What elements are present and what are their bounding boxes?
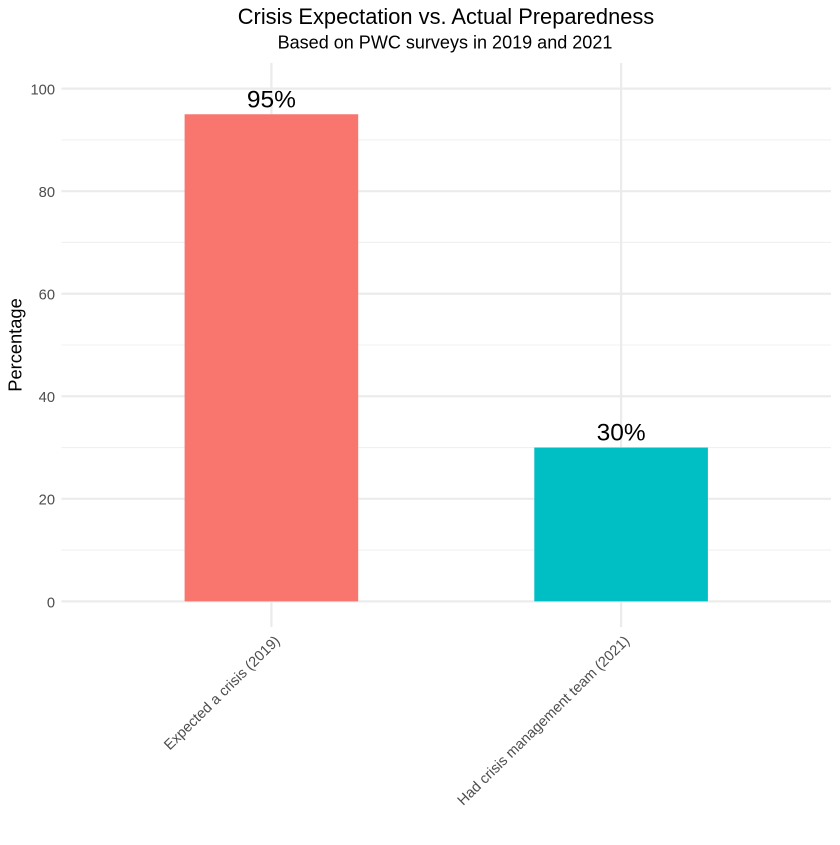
svg-text:0: 0 (47, 595, 55, 611)
svg-text:Based on PWC surveys in 2019 a: Based on PWC surveys in 2019 and 2021 (278, 33, 613, 53)
svg-text:Crisis Expectation vs. Actual: Crisis Expectation vs. Actual Preparedne… (238, 4, 655, 29)
svg-text:80: 80 (39, 185, 55, 201)
svg-text:95%: 95% (247, 87, 296, 114)
svg-text:20: 20 (39, 493, 55, 509)
svg-text:60: 60 (39, 288, 55, 304)
svg-text:100: 100 (30, 83, 55, 99)
svg-text:30%: 30% (597, 420, 646, 447)
svg-text:Percentage: Percentage (5, 298, 26, 392)
svg-text:40: 40 (39, 390, 55, 406)
